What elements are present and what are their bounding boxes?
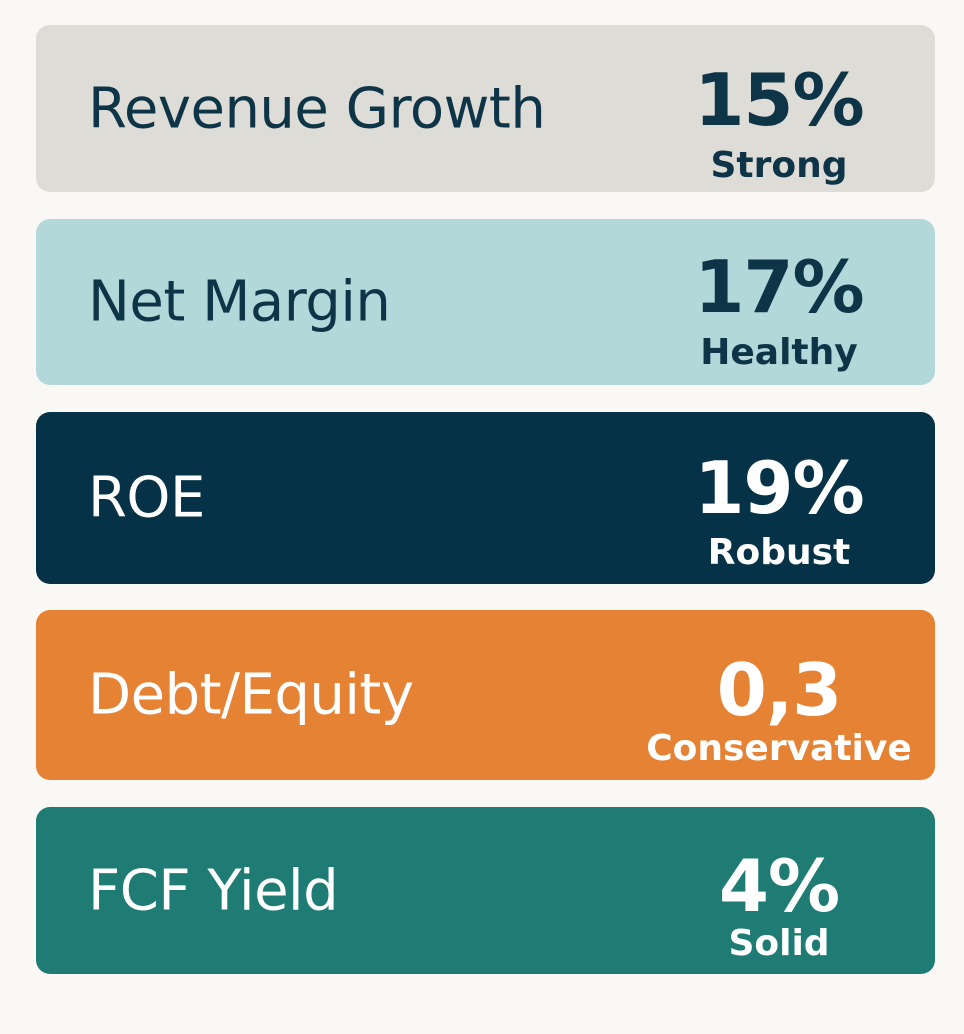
metric-value: 15% <box>694 58 864 142</box>
metric-value: 4% <box>718 844 840 928</box>
metric-card-net-margin: Net Margin 17% Healthy <box>36 219 935 385</box>
metric-value: 17% <box>694 245 864 329</box>
metric-label: Debt/Equity <box>88 662 414 728</box>
metric-rating: Healthy <box>700 332 858 373</box>
metric-rating: Robust <box>707 532 851 573</box>
metric-card-fcf-yield: FCF Yield 4% Solid <box>36 807 935 974</box>
metric-label: FCF Yield <box>88 858 339 923</box>
metric-label: Revenue Growth <box>88 76 546 141</box>
metric-label: ROE <box>88 465 205 531</box>
metric-card-roe: ROE 19% Robust <box>36 412 935 584</box>
metric-rating: Strong <box>710 145 848 186</box>
metric-rating: Solid <box>728 923 830 964</box>
metric-rating: Conservative <box>646 728 912 769</box>
metric-card-debt-equity: Debt/Equity 0,3 Conservative <box>36 610 935 780</box>
metric-label: Net Margin <box>88 269 391 335</box>
metric-card-revenue-growth: Revenue Growth 15% Strong <box>36 25 935 192</box>
metric-value: 19% <box>694 446 864 530</box>
metric-value: 0,3 <box>716 648 843 732</box>
